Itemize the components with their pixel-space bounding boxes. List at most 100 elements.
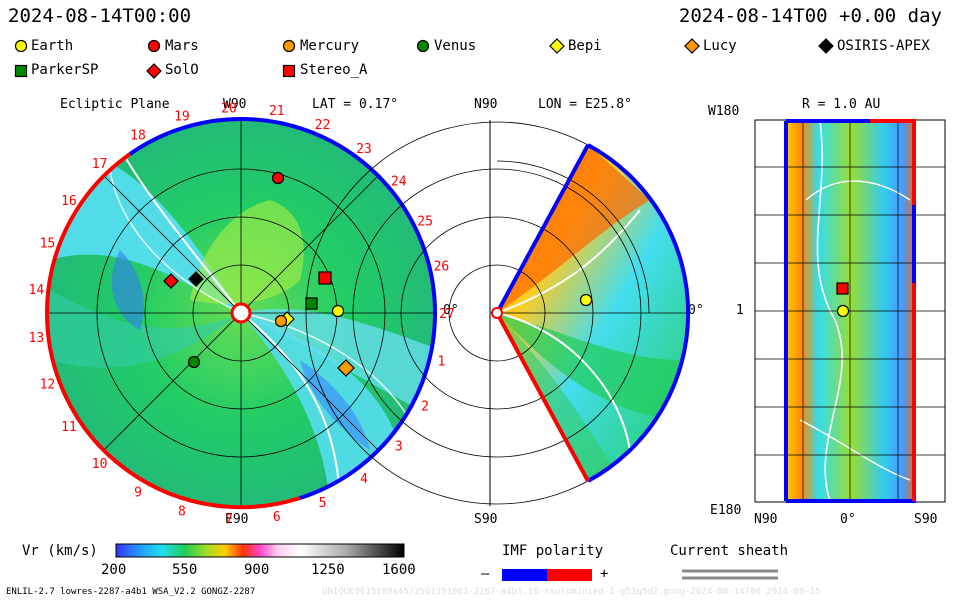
legend-venus <box>416 39 430 57</box>
venus-marker-icon <box>416 39 430 53</box>
lucy-marker <box>337 359 355 377</box>
carrington-label: 4 <box>360 472 368 487</box>
legend-earth-label: Earth <box>31 38 74 54</box>
carrington-label: 7 <box>225 513 233 528</box>
carrington-label: 13 <box>29 331 45 346</box>
sphere-earth-marker <box>836 304 850 318</box>
meridional-panel <box>305 120 691 506</box>
carrington-label: 16 <box>61 194 77 209</box>
imf-positive-swatch <box>547 569 592 581</box>
legend-mercury <box>282 39 296 57</box>
colorbar-tick-1600: 1600 <box>382 562 416 578</box>
carrington-label: 19 <box>174 110 190 125</box>
sphere-left-bottom: E180 <box>710 503 742 518</box>
colorbar-tick-550: 550 <box>172 562 198 578</box>
carrington-label: 18 <box>130 129 146 144</box>
ecliptic-markers <box>163 171 355 377</box>
mars-marker-icon <box>147 39 161 53</box>
carrington-label: 1 <box>437 355 445 370</box>
legend-lucy-label: Lucy <box>703 38 737 54</box>
sphere-left-top: W180 <box>708 104 740 119</box>
sphere-panel <box>754 119 946 503</box>
carrington-label: 21 <box>269 104 285 119</box>
object-legend: Earth Mars Mercury Venus Bepi Lucy OSIRI… <box>0 0 960 90</box>
colorbar-tick-900: 900 <box>244 562 270 578</box>
legend-osiris-apex-label: OSIRIS-APEX <box>837 38 930 54</box>
earth-marker-icon <box>14 39 28 53</box>
carrington-label: 24 <box>391 175 407 190</box>
meridional-top-label: N90 <box>474 97 498 112</box>
watermark: UNIQUE0615189a45/2561351801-2287-a4b1.16… <box>322 587 821 597</box>
mercury-marker <box>274 314 288 328</box>
colorbar-tick-200: 200 <box>101 562 127 578</box>
carrington-label: 12 <box>40 378 56 393</box>
solo-marker <box>163 273 179 289</box>
legend-solo-label: SolO <box>165 62 199 78</box>
sun-icon <box>491 307 503 319</box>
parkersp-marker-icon <box>14 64 28 78</box>
sphere-x-right: S90 <box>914 512 938 527</box>
legend-stereo-a-label: Stereo_A <box>300 62 368 78</box>
carrington-label: 25 <box>417 215 433 230</box>
carrington-label: 2 <box>421 400 429 415</box>
sheath-label: Current sheath <box>670 543 789 559</box>
imf-minus: – <box>481 566 490 582</box>
ecliptic-bottom-label: E90 <box>225 512 249 527</box>
mars-marker <box>271 171 285 185</box>
legend-mars <box>147 39 161 57</box>
carrington-label: 6 <box>273 510 281 525</box>
sphere-stereo-a-marker <box>836 282 849 295</box>
legend-stereo-a <box>282 64 296 82</box>
sphere-x-left: N90 <box>754 512 778 527</box>
ecliptic-title: Ecliptic Plane <box>60 97 170 112</box>
stereo-a-marker-icon <box>282 64 296 78</box>
carrington-label: 20 <box>221 101 237 116</box>
mercury-marker-icon <box>282 39 296 53</box>
imf-plus: + <box>600 566 609 582</box>
carrington-label: 17 <box>92 157 108 172</box>
sun-icon <box>230 302 252 324</box>
sphere-radius: R = 1.0 AU <box>802 97 881 112</box>
vr-colorbar <box>115 543 405 558</box>
stereo-a-marker <box>318 271 332 285</box>
carrington-label: 14 <box>29 283 45 298</box>
legend-parkersp <box>14 64 28 82</box>
carrington-label: 27 <box>439 307 455 322</box>
carrington-label: 15 <box>40 237 56 252</box>
earth-marker <box>331 304 345 318</box>
model-footer: ENLIL-2.7 lowres-2287-a4b1 WSA_V2.2 GONG… <box>6 587 256 597</box>
sphere-x-mid: 0° <box>840 512 856 527</box>
meridional-right-label: 0° <box>688 303 704 318</box>
carrington-label: 9 <box>134 485 142 500</box>
osiris-apex-marker <box>188 271 204 287</box>
colorbar-label: Vr (km/s) <box>22 543 98 559</box>
carrington-label: 8 <box>178 504 186 519</box>
meridional-earth-marker <box>579 293 593 307</box>
venus-marker <box>187 355 201 369</box>
lucy-marker-icon <box>684 38 700 54</box>
ecliptic-right-label: 0° <box>443 303 459 318</box>
timestamp-right: 2024-08-14T00 +0.00 day <box>678 5 942 27</box>
carrington-label: 23 <box>356 142 372 157</box>
carrington-label: 5 <box>319 496 327 511</box>
carrington-label: 3 <box>395 439 403 454</box>
meridional-bottom-label: S90 <box>474 512 498 527</box>
imf-negative-swatch <box>502 569 547 581</box>
solo-marker-icon <box>146 63 162 79</box>
legend-mars-label: Mars <box>165 38 199 54</box>
ecliptic-top-label: W90 <box>223 97 247 112</box>
legend-osiris-apex <box>818 38 834 58</box>
legend-lucy <box>684 38 700 58</box>
osiris-apex-marker-icon <box>818 38 834 54</box>
parkersp-marker <box>305 297 318 310</box>
legend-parkersp-label: ParkerSP <box>31 62 99 78</box>
carrington-label: 26 <box>434 260 450 275</box>
legend-mercury-label: Mercury <box>300 38 360 54</box>
carrington-label: 11 <box>61 420 77 435</box>
colorbar-tick-1250: 1250 <box>311 562 345 578</box>
timestamp-left: 2024-08-14T00:00 <box>8 5 192 27</box>
bepi-marker-icon <box>549 38 565 54</box>
legend-venus-label: Venus <box>434 38 477 54</box>
